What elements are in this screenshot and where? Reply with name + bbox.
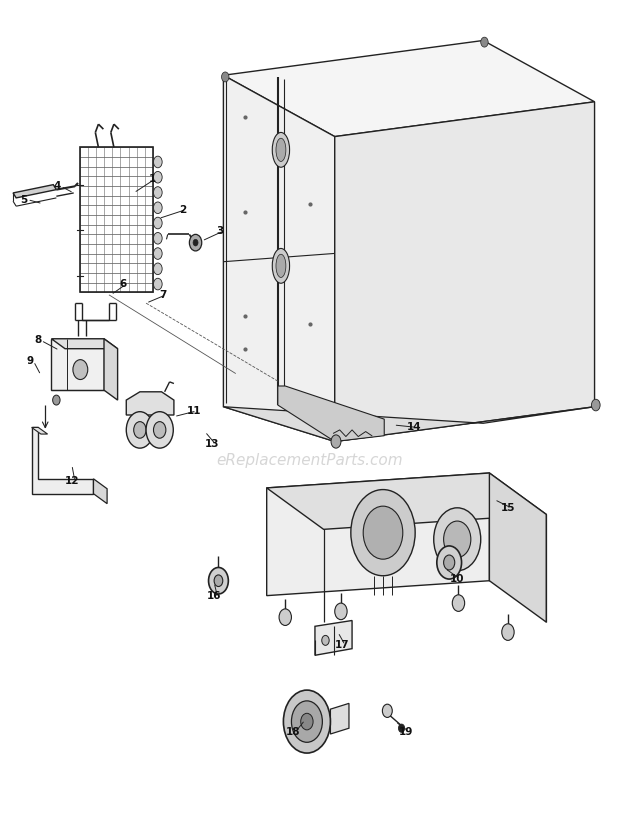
Polygon shape (223, 407, 595, 442)
Circle shape (214, 575, 223, 587)
Circle shape (53, 395, 60, 405)
Circle shape (154, 156, 162, 168)
Polygon shape (94, 479, 107, 504)
Ellipse shape (276, 254, 286, 277)
Polygon shape (126, 392, 174, 415)
Text: 1: 1 (149, 173, 156, 184)
Text: 8: 8 (34, 335, 42, 345)
Circle shape (154, 172, 162, 183)
Circle shape (351, 490, 415, 576)
Circle shape (444, 555, 454, 570)
Circle shape (283, 690, 330, 753)
Circle shape (279, 609, 291, 626)
Text: 6: 6 (120, 279, 127, 289)
Circle shape (221, 72, 229, 82)
Circle shape (154, 187, 162, 198)
Text: 19: 19 (399, 726, 413, 736)
Polygon shape (104, 339, 118, 400)
Circle shape (146, 412, 173, 448)
Circle shape (301, 713, 313, 730)
Circle shape (154, 217, 162, 229)
Text: 5: 5 (20, 194, 28, 204)
Text: 15: 15 (501, 503, 515, 513)
Polygon shape (51, 339, 104, 390)
Circle shape (383, 704, 392, 717)
Text: 2: 2 (180, 204, 187, 214)
Polygon shape (278, 386, 384, 442)
Circle shape (322, 636, 329, 646)
Polygon shape (32, 427, 94, 494)
Circle shape (189, 234, 202, 251)
Circle shape (480, 37, 488, 47)
Ellipse shape (272, 248, 290, 283)
Circle shape (452, 595, 464, 612)
Polygon shape (13, 184, 56, 198)
Ellipse shape (276, 139, 286, 162)
Circle shape (154, 232, 162, 244)
Text: 3: 3 (216, 226, 224, 236)
Circle shape (434, 508, 481, 571)
Text: 14: 14 (407, 422, 421, 432)
Polygon shape (335, 102, 595, 442)
Text: 4: 4 (54, 181, 61, 191)
Text: 13: 13 (205, 439, 219, 449)
Circle shape (335, 603, 347, 620)
Polygon shape (267, 473, 489, 596)
Polygon shape (489, 473, 546, 622)
Circle shape (363, 506, 403, 559)
Polygon shape (330, 703, 349, 734)
Circle shape (291, 701, 322, 742)
Circle shape (126, 412, 154, 448)
Text: 9: 9 (27, 356, 34, 366)
Ellipse shape (272, 133, 290, 168)
Circle shape (154, 202, 162, 213)
Circle shape (193, 239, 198, 246)
Circle shape (154, 422, 166, 438)
Circle shape (331, 435, 341, 448)
Text: 16: 16 (207, 591, 221, 601)
Circle shape (73, 359, 88, 379)
Circle shape (154, 247, 162, 259)
Circle shape (154, 263, 162, 275)
Circle shape (502, 624, 514, 641)
Polygon shape (315, 621, 352, 656)
Text: eReplacementParts.com: eReplacementParts.com (216, 453, 404, 468)
Polygon shape (223, 76, 335, 442)
Circle shape (208, 568, 228, 594)
Circle shape (437, 546, 461, 579)
Polygon shape (51, 339, 118, 349)
Circle shape (444, 521, 471, 558)
Text: 7: 7 (159, 290, 166, 300)
Text: 11: 11 (187, 406, 201, 416)
Text: 18: 18 (285, 726, 300, 736)
Polygon shape (32, 427, 48, 434)
Circle shape (134, 422, 146, 438)
Circle shape (154, 278, 162, 290)
Text: 17: 17 (335, 641, 350, 651)
Circle shape (591, 399, 600, 411)
Polygon shape (223, 41, 595, 137)
Text: 10: 10 (450, 574, 464, 584)
Polygon shape (267, 473, 546, 530)
Circle shape (399, 724, 405, 732)
Text: 12: 12 (64, 476, 79, 486)
